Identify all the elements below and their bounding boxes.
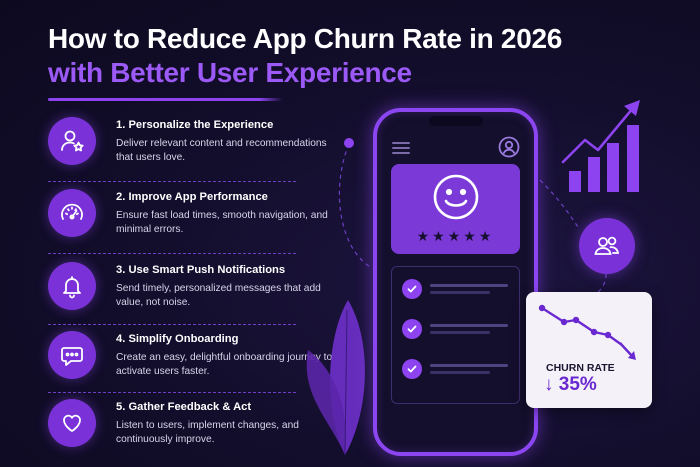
- churn-rate-value: ↓ 35%: [544, 374, 597, 395]
- churn-rate-label: CHURN RATE: [546, 362, 615, 374]
- churn-rate-card: CHURN RATE ↓ 35%: [526, 292, 652, 408]
- page-title: How to Reduce App Churn Rate in 2026 wit…: [48, 22, 562, 90]
- dashed-connector-right: [539, 179, 581, 231]
- title-line-1: How to Reduce App Churn Rate in 2026: [48, 23, 563, 54]
- tip-divider: [48, 181, 296, 182]
- tip-body: Create an easy, delightful onboarding jo…: [116, 352, 333, 377]
- title-underline: [48, 98, 283, 101]
- speedometer-icon: [48, 189, 96, 237]
- tip-body: Listen to users, implement changes, and …: [116, 420, 299, 445]
- tip-feedback: 5. Gather Feedback & Act Listen to users…: [48, 399, 338, 465]
- tip-heading: 1. Personalize the Experience: [116, 119, 274, 131]
- checklist-panel: [391, 266, 520, 404]
- tip-body: Deliver relevant content and recommendat…: [116, 138, 327, 163]
- tip-heading: 3. Use Smart Push Notifications: [116, 264, 286, 276]
- checklist-item: [402, 279, 512, 299]
- profile-icon: [498, 136, 520, 158]
- checkmark-icon: [402, 279, 422, 299]
- tip-onboarding: 4. Simplify Onboarding Create an easy, d…: [48, 331, 338, 397]
- tip-body: Send timely, personalized messages that …: [116, 283, 321, 308]
- checklist-item: [402, 319, 512, 339]
- title-line-2: with Better User Experience: [48, 57, 412, 88]
- tip-divider: [48, 253, 296, 254]
- star-rating: ★★★★★: [416, 228, 495, 244]
- chat-bubble-icon: [48, 331, 96, 379]
- tip-heading: 4. Simplify Onboarding: [116, 333, 239, 345]
- tip-performance: 2. Improve App Performance Ensure fast l…: [48, 189, 338, 255]
- tip-push-notifications: 3. Use Smart Push Notifications Send tim…: [48, 262, 338, 328]
- smiley-icon: [433, 174, 479, 220]
- tip-body: Ensure fast load times, smooth navigatio…: [116, 210, 328, 235]
- tip-personalize: 1. Personalize the Experience Deliver re…: [48, 117, 338, 183]
- menu-icon: [392, 142, 410, 154]
- tip-heading: 2. Improve App Performance: [116, 191, 268, 203]
- tip-divider: [48, 324, 296, 325]
- phone-notch: [428, 116, 483, 126]
- declining-trend-icon: [538, 304, 636, 360]
- user-star-icon: [48, 117, 96, 165]
- users-icon: [579, 218, 635, 274]
- checklist-item: [402, 359, 512, 379]
- tip-divider: [48, 392, 296, 393]
- rating-card: ★★★★★: [391, 164, 520, 254]
- heart-icon: [48, 399, 96, 447]
- checkmark-icon: [402, 319, 422, 339]
- tip-heading: 5. Gather Feedback & Act: [116, 401, 252, 413]
- growth-chart-icon: [561, 100, 640, 192]
- checkmark-icon: [402, 359, 422, 379]
- phone-mockup: ★★★★★: [373, 108, 538, 456]
- bell-icon: [48, 262, 96, 310]
